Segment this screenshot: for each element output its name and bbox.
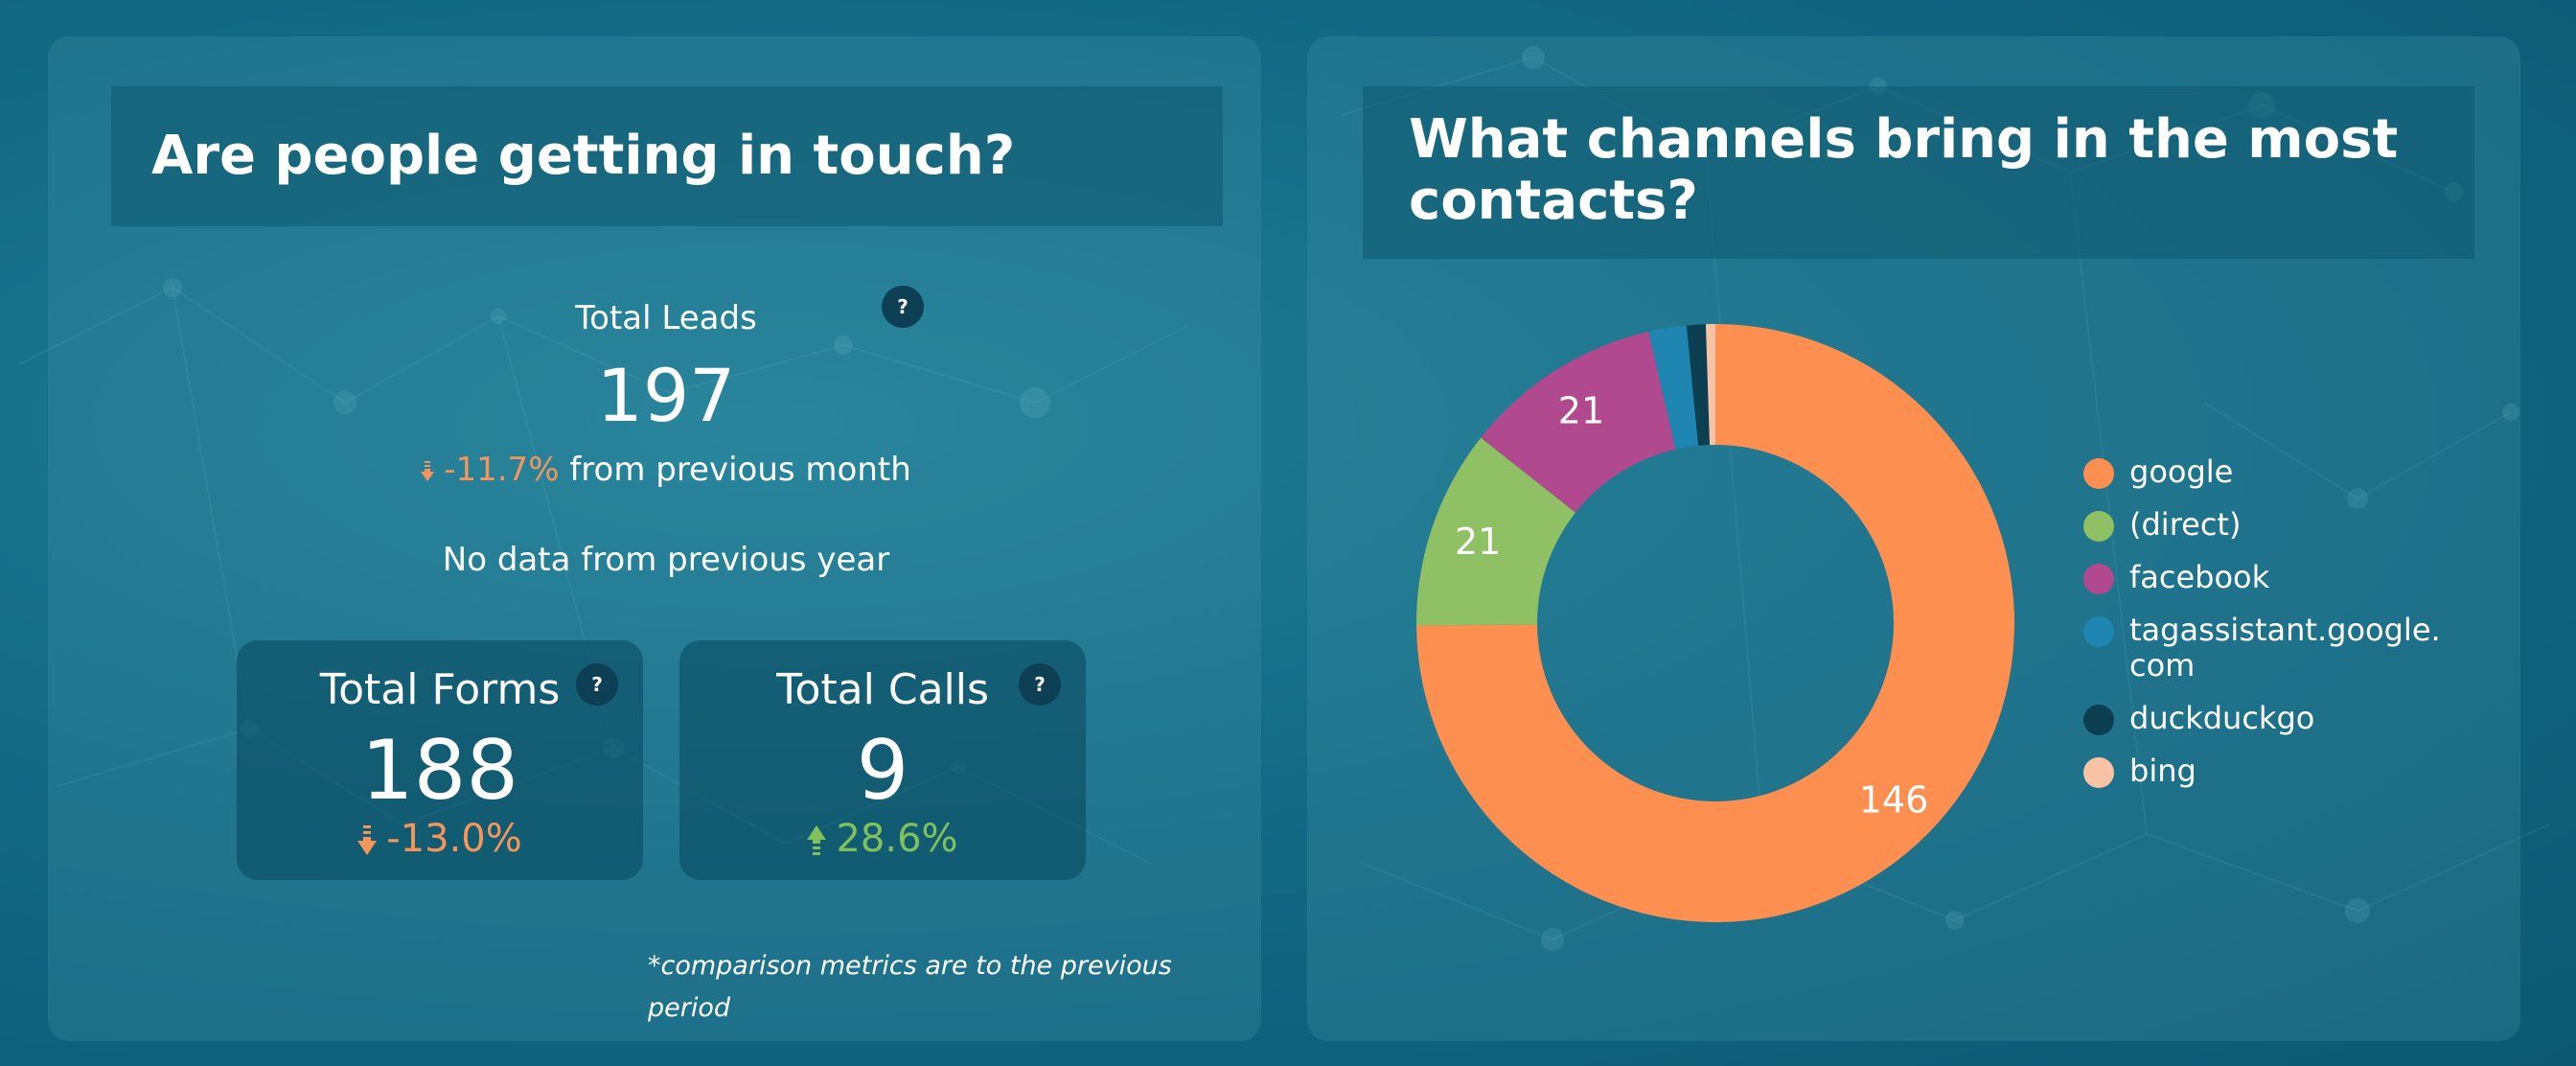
total-leads-help-icon[interactable]: ? bbox=[882, 286, 924, 328]
legend-label: duckduckgo bbox=[2129, 700, 2315, 736]
legend-swatch bbox=[2083, 616, 2114, 647]
total-forms-change: -13.0% bbox=[237, 817, 643, 861]
legend-item-2[interactable]: facebook bbox=[2083, 560, 2455, 595]
total-forms-value: 188 bbox=[360, 723, 519, 819]
donut-data-label-0: 146 bbox=[1859, 779, 1929, 822]
arrow-down-icon bbox=[421, 460, 435, 481]
legend-item-0[interactable]: google bbox=[2083, 454, 2455, 490]
legend-label: (direct) bbox=[2129, 506, 2242, 543]
total-leads-label: Total Leads bbox=[575, 299, 757, 337]
legend-label: google bbox=[2129, 453, 2234, 490]
total-leads-change-value: -11.7% bbox=[444, 451, 560, 489]
total-forms-change-value: -13.0% bbox=[386, 817, 522, 861]
total-forms-label: Total Forms bbox=[319, 665, 561, 714]
donut-data-label-2: 21 bbox=[1558, 390, 1604, 432]
channels-panel: What channels bring in the most contacts… bbox=[1307, 36, 2520, 1041]
donut-data-label-1: 21 bbox=[1455, 521, 1501, 563]
donut-slice-4[interactable] bbox=[1686, 324, 1711, 446]
channels-panel-title: What channels bring in the most contacts… bbox=[1363, 86, 2474, 259]
leads-panel-title: Are people getting in touch? bbox=[111, 86, 1223, 226]
donut-slice-3[interactable] bbox=[1648, 325, 1699, 450]
total-leads-change-suffix: from previous month bbox=[569, 451, 911, 489]
total-calls-label: Total Calls bbox=[776, 665, 989, 714]
total-leads-value: 197 bbox=[596, 353, 736, 438]
legend-swatch bbox=[2083, 757, 2114, 788]
legend-item-3[interactable]: tagassistant.google. com bbox=[2083, 613, 2455, 684]
legend-swatch bbox=[2083, 705, 2114, 735]
total-calls-change-value: 28.6% bbox=[836, 817, 958, 861]
comparison-footnote: *comparison metrics are to the previous … bbox=[648, 951, 1172, 1023]
total-calls-value: 9 bbox=[856, 723, 909, 819]
legend-label: facebook bbox=[2129, 559, 2270, 595]
legend-label: bing bbox=[2129, 753, 2196, 789]
leads-panel: Are people getting in touch? ? Total Lea… bbox=[48, 36, 1261, 1041]
arrow-up-icon bbox=[807, 825, 827, 855]
legend-label: tagassistant.google. com bbox=[2129, 612, 2441, 684]
channels-donut-chart: 146 21 21 bbox=[1416, 324, 2014, 922]
yearly-comparison-note: No data from previous year bbox=[442, 541, 890, 579]
total-calls-help-icon[interactable]: ? bbox=[1019, 663, 1061, 706]
legend-swatch bbox=[2083, 511, 2114, 542]
total-leads-change: -11.7% from previous month bbox=[335, 451, 997, 489]
donut-slice-0[interactable] bbox=[1416, 324, 2014, 922]
donut-slice-5[interactable] bbox=[1705, 324, 1715, 446]
legend-item-5[interactable]: bing bbox=[2083, 753, 2455, 789]
total-calls-card: ? Total Calls 9 28.6% bbox=[679, 640, 1086, 880]
legend-item-1[interactable]: (direct) bbox=[2083, 507, 2455, 543]
donut-slice-1[interactable] bbox=[1416, 437, 1576, 626]
legend-swatch bbox=[2083, 564, 2114, 594]
total-forms-help-icon[interactable]: ? bbox=[576, 663, 618, 706]
arrow-down-icon bbox=[357, 825, 378, 855]
legend-item-4[interactable]: duckduckgo bbox=[2083, 701, 2455, 736]
legend-swatch bbox=[2083, 458, 2114, 489]
channels-legend: google (direct) facebook tagassistant.googl… bbox=[2083, 454, 2455, 806]
total-calls-change: 28.6% bbox=[679, 817, 1086, 861]
total-forms-card: ? Total Forms 188 -13.0% bbox=[237, 640, 643, 880]
donut-slice-2[interactable] bbox=[1481, 331, 1676, 513]
